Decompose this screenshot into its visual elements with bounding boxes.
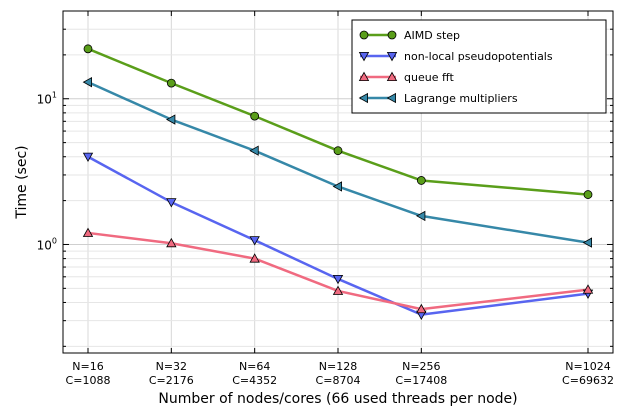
legend: AIMD step non-local pseudopotentials queue… (351, 19, 607, 114)
data-point (583, 190, 593, 199)
x-tick-label-cores: C=8704 (316, 374, 361, 387)
y-axis-label: Time (sec) (14, 145, 30, 219)
data-point (83, 44, 93, 54)
data-point (250, 111, 260, 121)
data-point (416, 303, 427, 314)
data-point (333, 146, 343, 156)
series-line (87, 231, 589, 311)
x-tick-label-nodes: N=1024 (565, 360, 610, 373)
data-point (332, 274, 344, 285)
legend-marker (358, 92, 369, 104)
x-tick-label-cores: C=69632 (562, 374, 614, 387)
y-tick-label-exponent: 0 (52, 236, 57, 245)
legend-marker (386, 92, 397, 104)
x-tick-label-nodes: N=16 (72, 360, 103, 373)
legend-marker (386, 52, 398, 62)
legend-marker (359, 30, 369, 40)
legend-label: queue fft (404, 71, 455, 84)
x-tick-label-cores: C=17408 (395, 374, 447, 387)
x-tick-label-cores: C=1088 (66, 374, 111, 387)
data-point (416, 210, 426, 222)
y-tick-label: 101 (37, 91, 57, 107)
legend-marker (386, 71, 398, 81)
data-point (582, 237, 592, 248)
x-tick-label-cores: C=2176 (149, 374, 194, 387)
data-point (249, 236, 260, 246)
y-tick-label: 100 (37, 236, 57, 252)
x-tick-labels: N=16C=1088 N=32C=2176 N=64C=4352 N=128C=870… (66, 360, 614, 387)
data-point (82, 227, 94, 237)
data-point (249, 253, 260, 263)
legend-marker (387, 30, 397, 40)
data-point (582, 284, 594, 294)
legend-label: Lagrange multipliers (404, 92, 518, 105)
data-point (82, 76, 92, 88)
y-tick-label-base: 10 (37, 93, 52, 107)
data-point (166, 114, 176, 125)
series-lines (87, 47, 589, 316)
x-tick-label-nodes: N=128 (319, 360, 357, 373)
legend-label: non-local pseudopotentials (404, 50, 553, 63)
data-point (416, 176, 426, 185)
series-markers (82, 44, 594, 320)
data-point (332, 181, 343, 192)
data-point (249, 145, 259, 156)
x-tick-label-nodes: N=64 (239, 360, 270, 373)
axis-ticks (63, 10, 613, 353)
legend-label: AIMD step (404, 29, 460, 42)
series-line (87, 155, 589, 316)
legend-marker (358, 52, 370, 62)
x-axis-label: Number of nodes/cores (66 used threads p… (158, 391, 517, 407)
series-line (87, 80, 589, 244)
data-point (166, 237, 177, 248)
x-tick-label-nodes: N=32 (156, 360, 187, 373)
x-tick-label-nodes: N=256 (402, 360, 440, 373)
data-point (166, 78, 176, 88)
legend-marker (358, 71, 370, 81)
y-tick-label-base: 10 (37, 238, 52, 252)
data-point (166, 198, 177, 208)
y-tick-label-exponent: 1 (52, 91, 57, 100)
data-point (82, 152, 94, 163)
data-point (332, 285, 344, 295)
series-line (87, 47, 589, 196)
x-tick-label-cores: C=4352 (232, 374, 277, 387)
